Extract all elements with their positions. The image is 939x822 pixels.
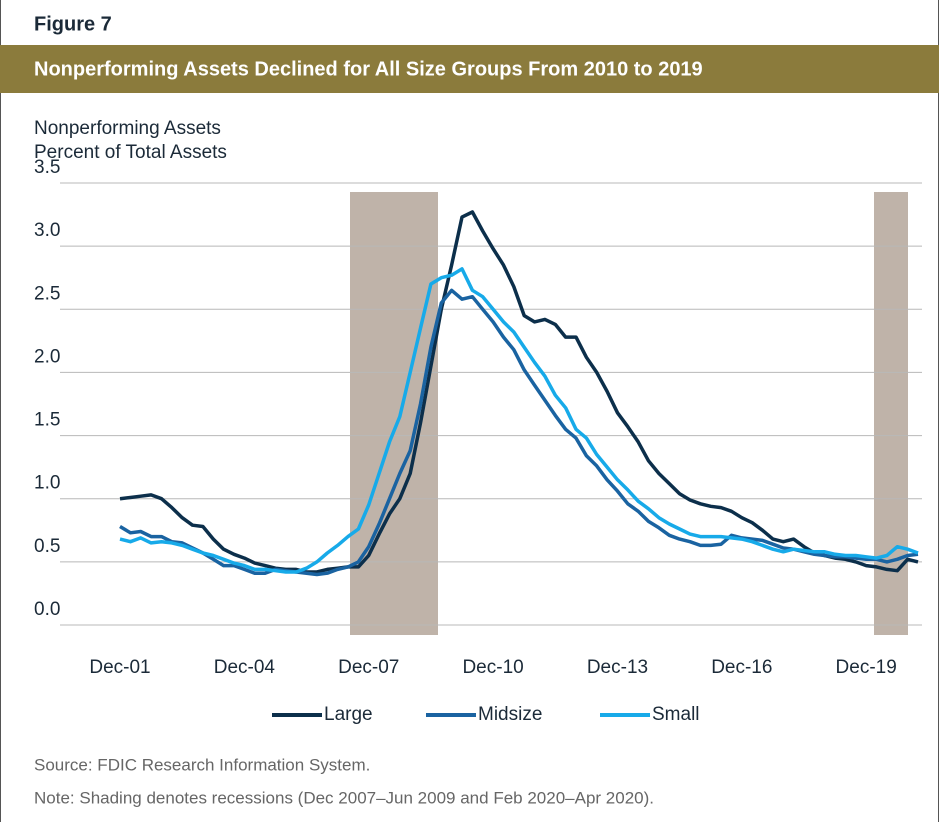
legend-label: Large: [324, 704, 373, 725]
title-bar: [0, 45, 939, 93]
line-series: [119, 267, 919, 574]
legend-label: Small: [652, 704, 700, 725]
y-tick-label: 2.0: [34, 346, 60, 367]
y-axis-label: Percent of Total Assets: [34, 142, 227, 163]
x-tick-label: Dec-13: [587, 657, 648, 678]
y-tick-label: 3.0: [34, 220, 60, 241]
recession-shading: [350, 192, 438, 635]
line-series: [119, 288, 919, 577]
chart-title: Nonperforming Assets Declined for All Si…: [34, 58, 703, 80]
y-tick-label: 1.0: [34, 473, 60, 494]
legend-label: Midsize: [478, 704, 542, 725]
x-tick-label: Dec-04: [214, 657, 276, 678]
y-tick-label: 0.0: [34, 599, 60, 620]
x-tick-label: Dec-19: [836, 657, 897, 678]
y-tick-label: 3.5: [34, 157, 60, 178]
x-tick-label: Dec-10: [462, 657, 523, 678]
x-tick-label: Dec-16: [711, 657, 772, 678]
x-tick-label: Dec-07: [338, 657, 399, 678]
source: Source: FDIC Research Information System…: [34, 755, 370, 774]
figure-label: Figure 7: [34, 13, 112, 35]
y-axis-label: Nonperforming Assets: [34, 118, 221, 139]
y-tick-label: 2.5: [34, 283, 60, 304]
note: Note: Shading denotes recessions (Dec 20…: [34, 788, 654, 807]
y-tick-label: 0.5: [34, 536, 60, 557]
y-tick-label: 1.5: [34, 410, 60, 431]
line-series: [119, 210, 919, 574]
x-tick-label: Dec-01: [89, 657, 150, 678]
